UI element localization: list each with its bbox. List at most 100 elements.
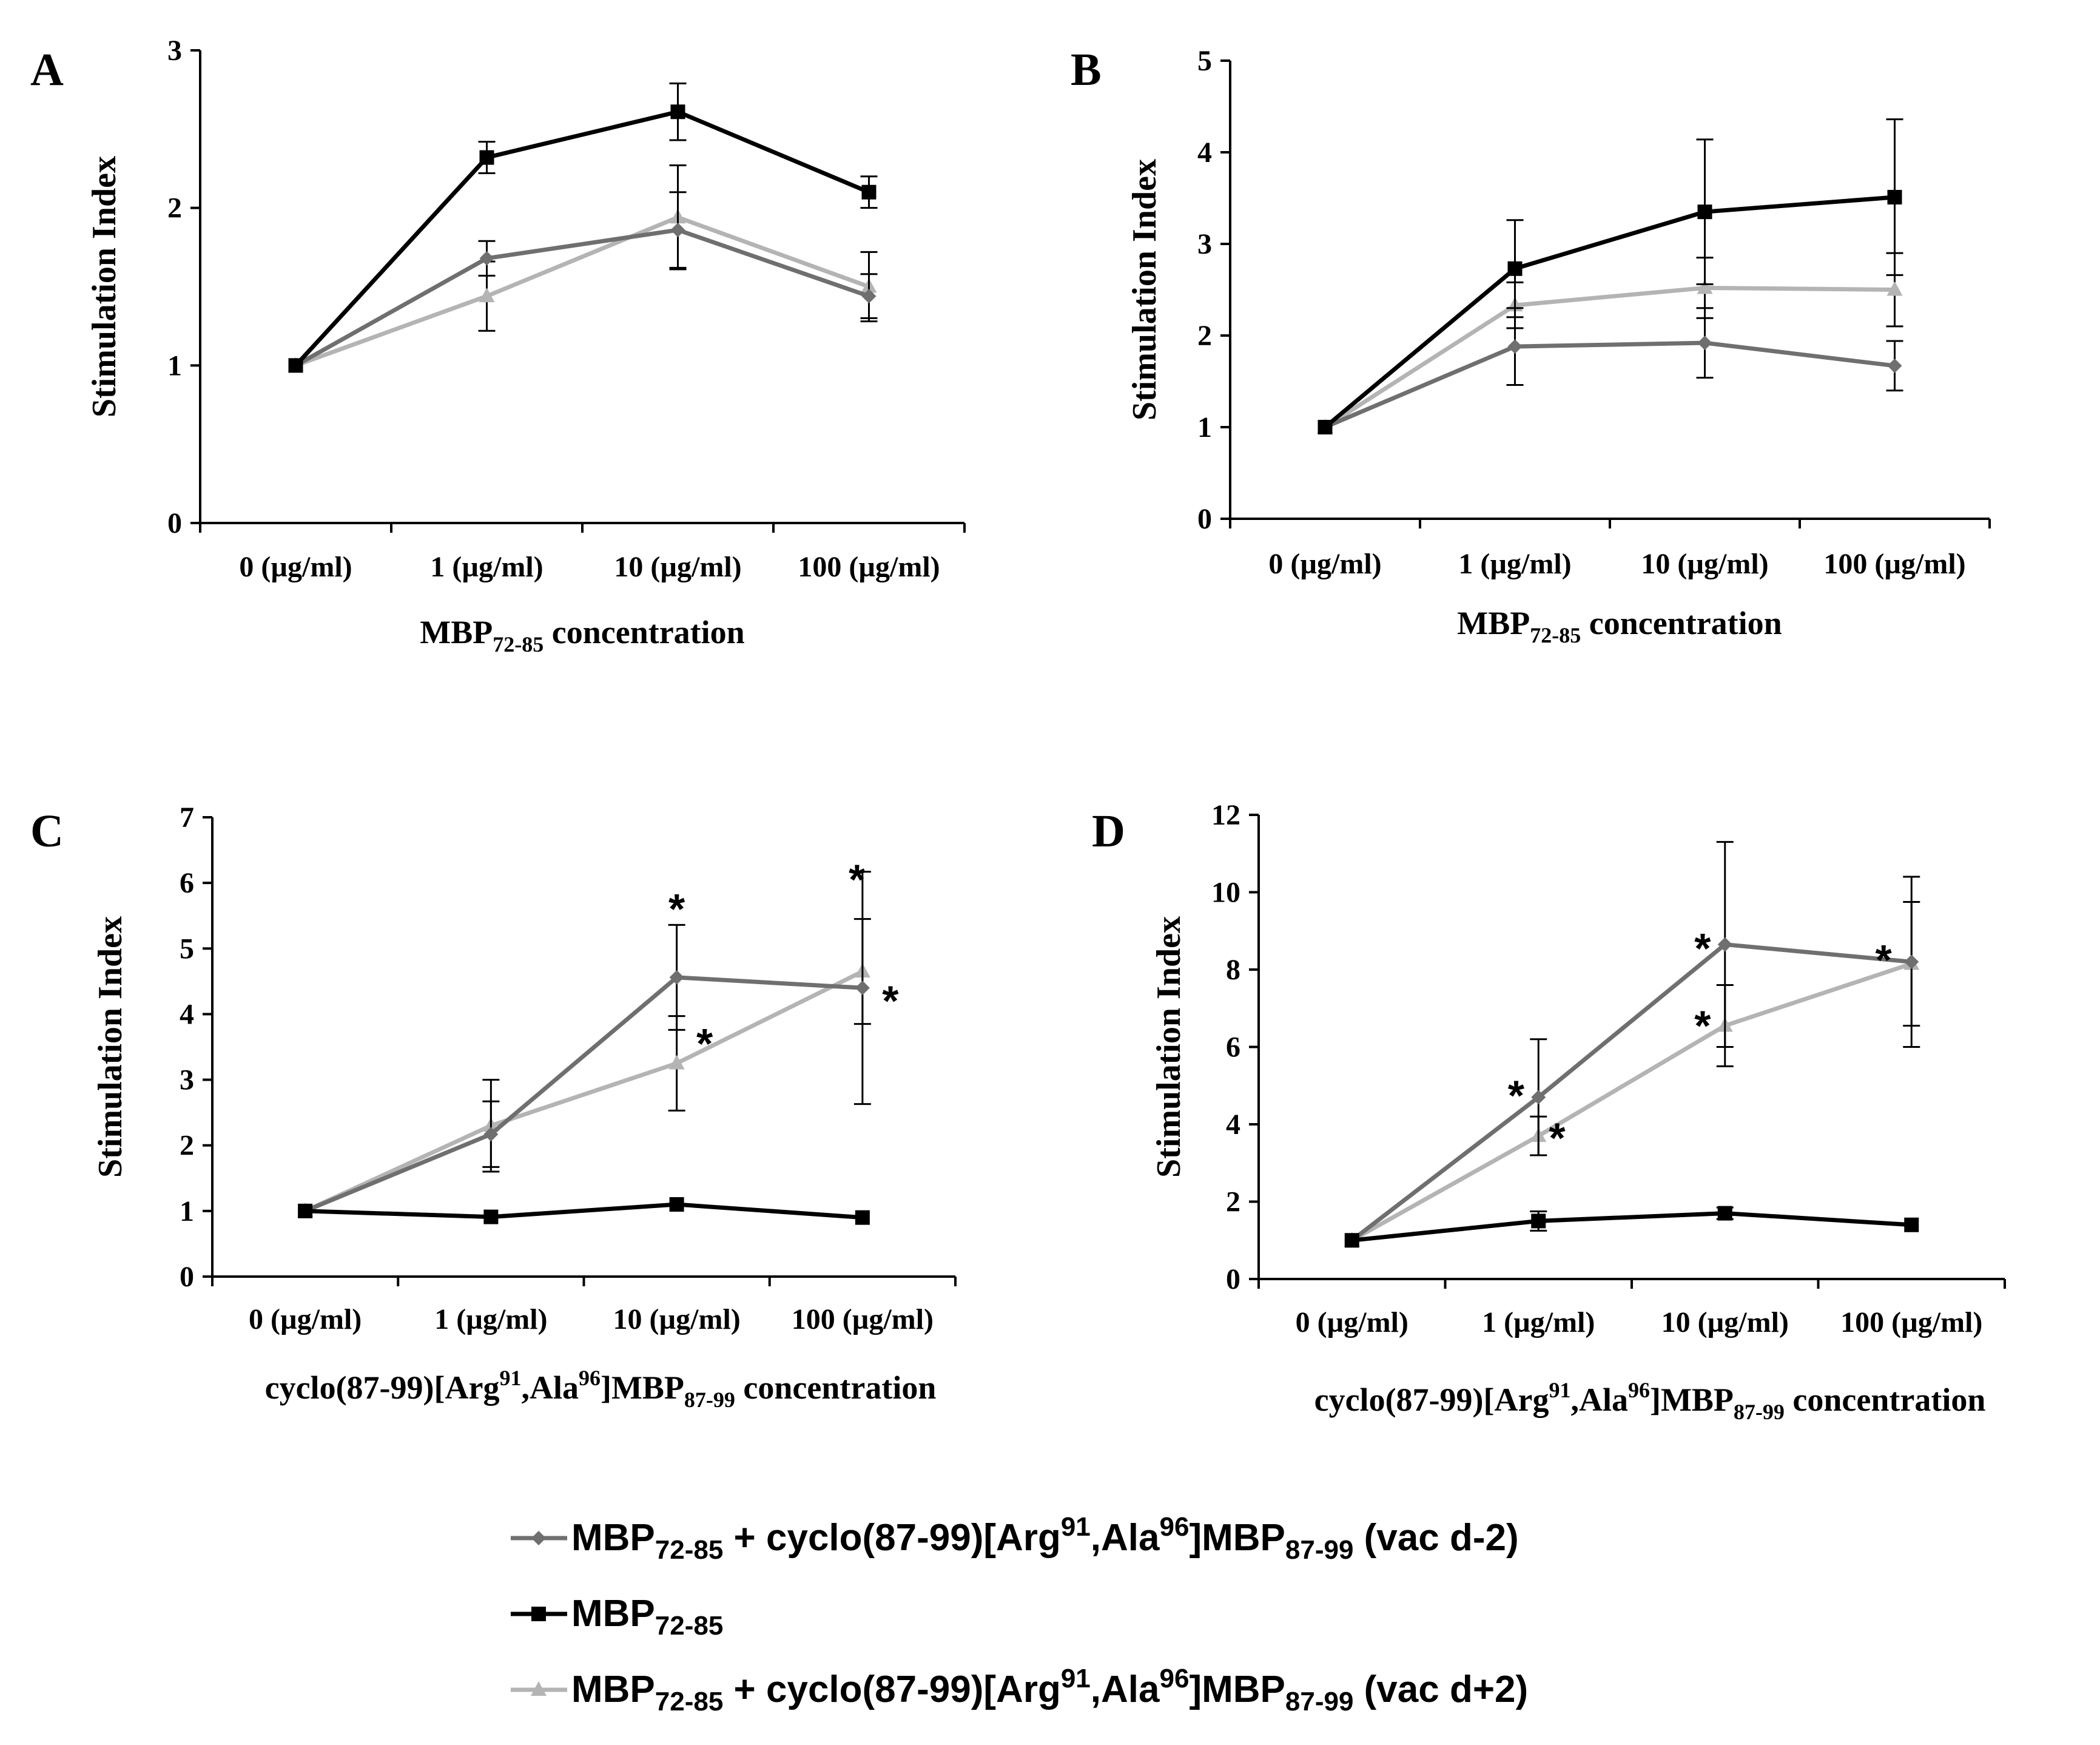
significance-star: *	[882, 977, 899, 1025]
y-tick-label: 4	[1226, 1109, 1240, 1141]
data-point-square	[855, 1210, 870, 1225]
x-title-part: ]MBP	[1650, 1382, 1734, 1418]
data-point-square	[1507, 261, 1523, 276]
x-title-part: ]MBP	[601, 1369, 684, 1406]
x-axis-title: MBP72-85 concentration	[1457, 605, 1782, 647]
y-tick-label: 3	[180, 1064, 194, 1096]
legend-text: ,Ala	[1091, 1517, 1160, 1559]
x-title-subscript: 72-85	[493, 632, 544, 656]
panel-C: C 0 1 2 3 4 5 6 7 0 (µg/ml) 1 (µg/ml) 10 (µg/ml) 100…	[30, 802, 957, 1412]
y-tick-label: 0	[1197, 503, 1212, 535]
x-tick-label: 100 (µg/ml)	[798, 551, 940, 583]
panel-letter: C	[30, 806, 64, 857]
data-point-square	[669, 1197, 684, 1212]
series-line	[295, 215, 870, 368]
x-tick-label: 100 (µg/ml)	[1823, 548, 1965, 580]
data-point-diamond	[483, 1127, 499, 1142]
series-1	[288, 83, 878, 373]
data-point-square	[1344, 1233, 1359, 1248]
series-line	[1351, 1211, 1912, 1243]
x-tick-label: 0 (µg/ml)	[1296, 1306, 1408, 1338]
x-title-subscript: 87-99	[1734, 1400, 1785, 1424]
legend-item: MBP72-85 + cyclo(87-99)[Arg91,Ala96]MBP8…	[511, 1664, 1528, 1716]
legend-label: MBP72-85 + cyclo(87-99)[Arg91,Ala96]MBP8…	[571, 1664, 1528, 1716]
series-1	[298, 1197, 870, 1225]
x-title-subscript: 87-99	[684, 1388, 735, 1412]
y-axis-title: Stimulation Index	[86, 156, 123, 417]
panel-A: A 0 1 2 3 0 (µg/ml) 1 (µg/ml) 10 (µg/ml) 100 (µg…	[30, 35, 966, 656]
x-tick-label: 100 (µg/ml)	[1840, 1306, 1982, 1338]
legend-item: MBP72-85	[511, 1593, 723, 1641]
legend-superscript: 91	[1061, 1664, 1091, 1693]
data-point-diamond	[669, 970, 684, 985]
series-line	[304, 969, 864, 1213]
data-point-square	[479, 150, 494, 165]
legend-superscript: 91	[1061, 1512, 1091, 1542]
series-line	[294, 228, 870, 368]
data-point-diamond	[1507, 339, 1523, 354]
y-tick-label: 7	[180, 802, 194, 834]
series-1	[1344, 1206, 1919, 1248]
legend-text: ]MBP	[1189, 1669, 1285, 1710]
series-line	[1324, 340, 1895, 430]
y-axis-title: Stimulation Index	[1150, 916, 1188, 1178]
y-axis-title: Stimulation Index	[1126, 159, 1163, 420]
legend-label: MBP72-85 + cyclo(87-99)[Arg91,Ala96]MBP8…	[571, 1512, 1519, 1565]
x-tick-label: 0 (µg/ml)	[249, 1303, 362, 1335]
series-line	[1350, 942, 1912, 1243]
legend-subscript: 72-85	[655, 1611, 724, 1641]
x-title-superscript: 91	[1549, 1378, 1570, 1402]
legend-text: ]MBP	[1189, 1517, 1285, 1559]
data-point-triangle	[1886, 281, 1903, 296]
x-tick-label: 10 (µg/ml)	[613, 1303, 740, 1335]
legend-text: (vac d-2)	[1353, 1517, 1518, 1559]
legend-superscript: 96	[1160, 1664, 1190, 1693]
panel-letter: D	[1092, 806, 1125, 857]
y-tick-label: 5	[1197, 45, 1212, 77]
x-title-subscript: 72-85	[1530, 623, 1581, 647]
data-point-diamond	[1697, 336, 1712, 351]
data-point-square	[1717, 1206, 1732, 1221]
y-tick-label: 6	[1226, 1031, 1240, 1064]
data-point-square	[288, 358, 303, 373]
panel-letter: B	[1071, 44, 1102, 95]
x-title-superscript: 96	[579, 1366, 601, 1390]
y-tick-label: 0	[180, 1261, 194, 1293]
legend-text: MBP	[571, 1669, 655, 1710]
x-title-part: cyclo(87-99)[Arg	[1314, 1382, 1549, 1418]
y-tick-label: 4	[1197, 137, 1212, 169]
x-title-part: ,Ala	[521, 1369, 579, 1406]
y-tick-label: 2	[1226, 1186, 1240, 1218]
data-point-square	[298, 1203, 313, 1218]
data-point-diamond	[1531, 1090, 1546, 1105]
data-point-square	[1887, 189, 1902, 204]
x-title-superscript: 91	[499, 1366, 521, 1390]
panel-B: B 0 1 2 3 4 5 0 (µg/ml) 1 (µg/ml) 10 (µg/ml) 100 (…	[1071, 44, 1991, 647]
x-axis-title: cyclo(87-99)[Arg91,Ala96]MBP87-99 concen…	[265, 1366, 937, 1412]
legend-item: MBP72-85 + cyclo(87-99)[Arg91,Ala96]MBP8…	[511, 1512, 1519, 1565]
series-line	[1324, 285, 1895, 429]
data-point-square	[1318, 420, 1333, 434]
legend-text: MBP	[571, 1517, 655, 1559]
legend-subscript: 72-85	[655, 1535, 724, 1565]
significance-star: *	[1876, 936, 1893, 984]
x-title-part: concentration	[1581, 605, 1782, 641]
data-point-square	[1904, 1217, 1919, 1232]
legend-label: MBP72-85	[571, 1593, 723, 1641]
y-tick-label: 1	[180, 1195, 194, 1227]
legend-subscript: 87-99	[1285, 1687, 1354, 1716]
y-tick-label: 12	[1211, 799, 1240, 831]
y-tick-label: 2	[180, 1130, 194, 1162]
data-point-diamond	[479, 251, 494, 266]
x-tick-label: 10 (µg/ml)	[1661, 1306, 1789, 1338]
significance-star: *	[1694, 925, 1711, 972]
series-0	[1344, 841, 1920, 1248]
x-title-part: MBP	[420, 614, 493, 650]
legend-text: MBP	[571, 1593, 655, 1635]
y-tick-label: 3	[1197, 228, 1212, 260]
series-0	[1318, 307, 1903, 434]
y-axis-title: Stimulation Index	[92, 916, 129, 1178]
series-line	[1351, 962, 1913, 1243]
significance-star: *	[849, 856, 866, 903]
x-title-part: MBP	[1457, 605, 1530, 641]
